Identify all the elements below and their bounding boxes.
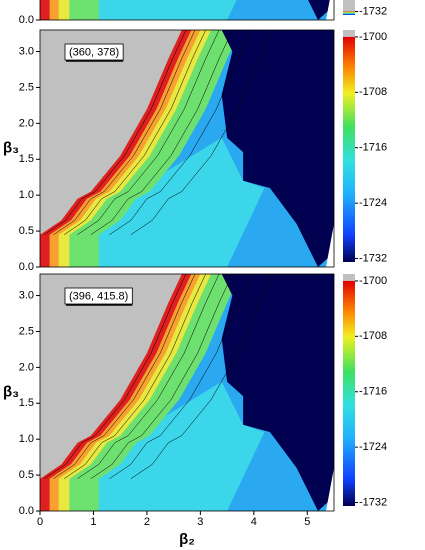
contour-line — [44, 274, 187, 479]
contour-line — [109, 274, 252, 479]
contour-field — [40, 0, 334, 20]
y-tick-label: 3.0 — [19, 289, 34, 301]
contour-line — [90, 274, 233, 479]
field-band — [40, 0, 50, 20]
x-tick-label: 3 — [197, 516, 203, 528]
contour-line — [53, 30, 196, 235]
contour-field — [40, 274, 334, 511]
y-tick-label: 0.0 — [19, 261, 34, 273]
colorbar — [343, 36, 355, 263]
y-axis-label: β₃ — [3, 383, 19, 400]
colorbar-gray — [343, 274, 355, 281]
y-axis-label: β₃ — [3, 139, 19, 156]
x-tick-label: 0 — [37, 516, 43, 528]
field-white — [326, 223, 334, 267]
y-tick-label: 2.0 — [19, 361, 34, 373]
x-tick-label: 5 — [304, 516, 310, 528]
contour-line — [63, 30, 206, 235]
colorbar-tick-label: -1708 — [359, 330, 387, 342]
y-tick-label: 0.0 — [19, 505, 34, 517]
contour-line — [63, 274, 206, 479]
field-band — [40, 274, 192, 511]
colorbar-tick-label: -1724 — [359, 197, 387, 209]
colorbar-tick-label: -1700 — [359, 31, 387, 43]
colorbar — [343, 11, 355, 15]
field-gray — [40, 274, 182, 479]
contour-line — [77, 30, 220, 235]
contour-field — [40, 30, 334, 267]
colorbar-gray — [343, 30, 355, 37]
annotation: (360, 378) — [69, 46, 119, 58]
field-region — [56, 381, 265, 511]
y-tick-label: 1.5 — [19, 153, 34, 165]
x-axis-label: β₂ — [179, 531, 195, 548]
plot-frame — [39, 0, 335, 21]
y-tick-label: 2.5 — [19, 81, 34, 93]
field-region — [56, 0, 237, 20]
contour-line — [130, 30, 273, 235]
colorbar — [343, 280, 355, 506]
field-white — [326, 0, 334, 20]
y-tick-label: 1.0 — [19, 189, 34, 201]
contour-line — [90, 30, 233, 235]
y-tick-label: 1.5 — [19, 397, 34, 409]
x-tick-label: 2 — [144, 516, 150, 528]
x-tick-label: 4 — [251, 516, 257, 528]
field-navy — [221, 30, 334, 267]
y-tick-label: 0.5 — [19, 225, 34, 237]
plot-frame — [39, 273, 335, 512]
y-tick-label: 3.0 — [19, 45, 34, 57]
contour-line — [109, 30, 252, 235]
colorbar-tick-label: -1732 — [359, 252, 387, 264]
y-tick-label: 2.5 — [19, 325, 34, 337]
contour-line — [44, 30, 187, 235]
annotation-box — [64, 43, 124, 61]
field-white — [326, 467, 334, 511]
x-tick-label: 1 — [90, 516, 96, 528]
colorbar-tick-label: -1716 — [359, 386, 387, 398]
field-navy — [221, 274, 334, 511]
field-gray — [40, 30, 182, 235]
colorbar-tick-label: -1732 — [359, 496, 387, 508]
plot-frame — [39, 29, 335, 268]
field-navy — [308, 0, 334, 20]
colorbar-tick-label: -1732 — [359, 5, 387, 17]
field-region — [56, 137, 265, 267]
colorbar-tick-label: -1724 — [359, 441, 387, 453]
colorbar-gray — [343, 0, 355, 12]
annotation-box — [64, 287, 133, 305]
annotation: (396, 415.8) — [69, 290, 128, 302]
colorbar-tick-label: -1708 — [359, 86, 387, 98]
y-tick-label: 2.0 — [19, 117, 34, 129]
contour-line — [77, 274, 220, 479]
colorbar-tick-label: -1700 — [359, 275, 387, 287]
field-band — [40, 30, 192, 267]
colorbar-tick-label: -1716 — [359, 142, 387, 154]
y-tick-label: 0.5 — [19, 469, 34, 481]
contour-line — [53, 274, 196, 479]
contour-line — [130, 274, 273, 479]
y-tick-label: 0.0 — [19, 14, 34, 26]
y-tick-label: 1.0 — [19, 433, 34, 445]
